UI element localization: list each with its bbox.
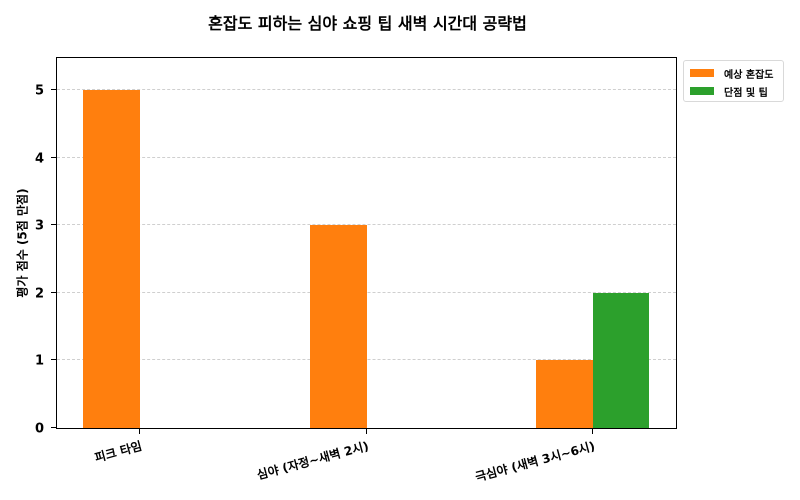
xtick-1	[366, 429, 367, 434]
ytick-4	[51, 156, 56, 158]
ytick-label-3: 3	[34, 218, 44, 234]
plot-area	[51, 57, 677, 434]
ytick-label-0: 0	[34, 421, 44, 437]
bar-late-night-congestion	[310, 225, 367, 428]
bar-dawn-tips	[592, 292, 649, 428]
xtick-label-dawn: 극심야 (새벽 3시~6시)	[473, 438, 597, 485]
gridline-2	[57, 291, 676, 293]
gridline-5	[57, 89, 676, 90]
y-axis-title: 평가 점수 (5점 만점)	[15, 188, 30, 298]
xtick-label-late-night: 심야 (자정~새벽 2시)	[255, 438, 371, 483]
ytick-2	[51, 291, 56, 293]
legend-swatch-green	[690, 87, 714, 95]
legend-label-tips: 단점 및 팁	[724, 87, 768, 99]
ytick-1	[51, 359, 56, 361]
xtick-0	[139, 429, 140, 434]
legend-item-congestion: 예상 혼잡도	[690, 66, 774, 81]
chart-title: 혼잡도 피하는 심야 쇼핑 팁 새벽 시간대 공략법	[208, 14, 527, 33]
gridline-1	[57, 359, 676, 361]
bar-dawn-congestion	[536, 360, 593, 428]
ytick-5	[51, 89, 56, 90]
ytick-3	[51, 224, 56, 226]
ytick-label-4: 4	[34, 151, 44, 167]
ytick-label-1: 1	[34, 353, 44, 369]
ytick-0	[51, 427, 56, 428]
ytick-label-5: 5	[34, 83, 44, 99]
xtick-label-peak: 피크 타임	[92, 438, 144, 465]
bar-peak-congestion	[83, 90, 140, 428]
legend-label-congestion: 예상 혼잡도	[724, 69, 774, 81]
legend-item-tips: 단점 및 팁	[690, 84, 768, 99]
ytick-label-2: 2	[34, 286, 44, 302]
xtick-2	[592, 429, 593, 434]
gridline-4	[57, 156, 676, 158]
legend: 예상 혼잡도 단점 및 팁	[683, 60, 784, 102]
gridline-3	[57, 224, 676, 226]
legend-swatch-orange	[690, 69, 714, 77]
